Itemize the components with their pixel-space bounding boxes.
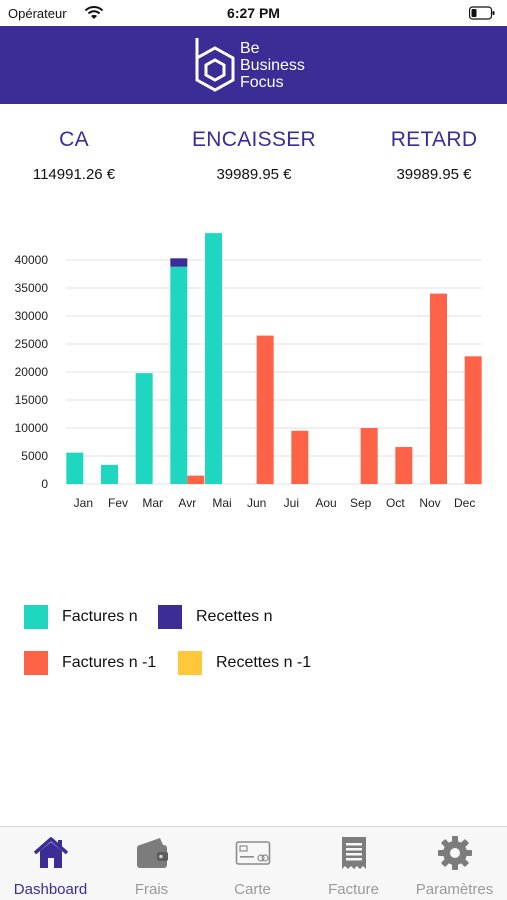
bar-recettes-n-avr — [170, 258, 188, 267]
legend-label: Recettes n -1 — [216, 654, 312, 671]
legend-swatch — [24, 605, 48, 629]
x-tick-label: Sep — [350, 496, 372, 510]
kpi-value: 39989.95 € — [216, 166, 292, 183]
kpi-encaisser: ENCAISSER 39989.95 € — [169, 128, 339, 183]
bar-factures-n-1-jui — [291, 430, 309, 484]
legend-swatch — [158, 605, 182, 629]
y-tick-label: 25000 — [15, 337, 49, 351]
y-tick-label: 35000 — [15, 281, 49, 295]
status-bar: Opérateur 6:27 PM — [0, 0, 507, 26]
tab-label: Frais — [134, 881, 169, 898]
wifi-icon — [84, 6, 104, 19]
x-tick-label: Fev — [108, 496, 128, 510]
tab-carte[interactable]: Carte — [202, 827, 303, 900]
x-tick-label: Jan — [74, 496, 93, 510]
x-tick-label: Nov — [419, 496, 440, 510]
x-tick-label: Mai — [212, 496, 231, 510]
bar-factures-n-fev — [101, 464, 118, 484]
legend-item-factures-n: Factures n — [24, 604, 138, 630]
chart-legend: Factures n Recettes n Factures n -1 Rece… — [24, 604, 494, 696]
tab-frais[interactable]: Frais — [101, 827, 202, 900]
bar-factures-n-mar — [135, 373, 153, 484]
tab-parametres[interactable]: Paramètres — [404, 827, 505, 900]
y-tick-label: 10000 — [15, 421, 49, 435]
y-tick-label: 20000 — [15, 365, 49, 379]
wallet-icon — [137, 838, 168, 868]
logo-line-3: Focus — [240, 74, 284, 91]
app-header: Be Business Focus — [0, 26, 507, 104]
tab-facture[interactable]: Facture — [303, 827, 404, 900]
tab-label: Dashboard — [13, 881, 88, 898]
tab-bar: Dashboard Frais Carte Facture — [0, 826, 507, 900]
tab-label: Facture — [328, 881, 379, 898]
y-tick-label: 30000 — [15, 309, 49, 323]
receipt-icon — [342, 837, 366, 869]
x-tick-label: Mar — [142, 496, 163, 510]
legend-item-factures-n1: Factures n -1 — [24, 650, 156, 676]
x-tick-label: Jun — [247, 496, 266, 510]
gear-icon — [438, 836, 472, 870]
tab-label: Carte — [234, 881, 271, 898]
legend-label: Factures n — [62, 608, 138, 625]
carrier-label: Opérateur — [8, 6, 67, 21]
bar-factures-n-mai — [205, 233, 222, 484]
bar-factures-n-1-avr — [187, 475, 205, 484]
logo-line-2: Business — [240, 57, 305, 74]
legend-label: Recettes n — [196, 608, 273, 625]
legend-item-recettes-n: Recettes n — [158, 604, 272, 630]
bar-factures-n-avr — [170, 266, 188, 484]
y-tick-label: 0 — [41, 477, 48, 491]
kpi-label: RETARD — [390, 128, 478, 151]
x-tick-label: Dec — [454, 496, 475, 510]
bar-factures-n-1-sep — [360, 428, 378, 484]
logo-text: Be Business Focus — [240, 40, 305, 91]
logo: Be Business Focus — [192, 34, 332, 96]
tab-dashboard[interactable]: Dashboard — [0, 827, 101, 900]
clock: 6:27 PM — [227, 5, 280, 21]
x-tick-label: Jui — [284, 496, 299, 510]
logo-line-1: Be — [240, 40, 260, 57]
logo-mark-icon — [195, 38, 235, 92]
monthly-bar-chart: 0 5000 10000 15000 20000 25000 30000 35000 40000… — [15, 233, 482, 510]
legend-swatch — [24, 651, 48, 675]
bar-factures-n-1-jun — [256, 335, 274, 484]
x-tick-label: Aou — [315, 496, 336, 510]
kpi-value: 39989.95 € — [396, 166, 472, 183]
kpi-value: 114991.26 € — [32, 166, 116, 183]
bar-factures-n-jan — [66, 452, 84, 484]
bar-factures-n-1-dec — [464, 356, 482, 484]
kpi-ca: CA 114991.26 € — [0, 128, 159, 183]
y-tick-label: 5000 — [21, 449, 48, 463]
card-icon — [235, 841, 271, 865]
kpi-label: ENCAISSER — [191, 128, 317, 151]
bar-factures-n-1-oct — [395, 447, 413, 484]
kpi-label: CA — [59, 128, 89, 151]
x-tick-label: Oct — [386, 496, 405, 510]
x-tick-label: Avr — [178, 496, 196, 510]
home-icon — [33, 837, 69, 868]
y-tick-label: 40000 — [15, 253, 49, 267]
bar-factures-n-1-nov — [430, 293, 447, 484]
y-tick-label: 15000 — [15, 393, 49, 407]
kpi-retard: RETARD 39989.95 € — [349, 128, 507, 183]
legend-swatch — [178, 651, 202, 675]
legend-label: Factures n -1 — [62, 654, 157, 671]
tab-label: Paramètres — [415, 881, 494, 898]
battery-icon — [469, 6, 495, 20]
legend-item-recettes-n1: Recettes n -1 — [178, 650, 311, 676]
